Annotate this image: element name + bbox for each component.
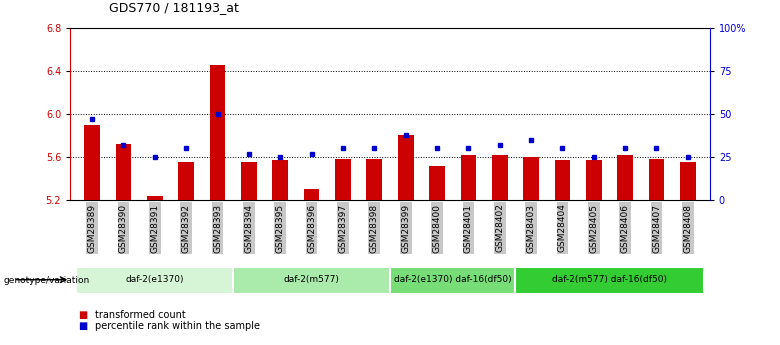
Text: GSM28393: GSM28393 [213, 204, 222, 253]
Text: GSM28405: GSM28405 [590, 204, 598, 253]
Bar [147, 196, 163, 200]
Text: GSM28390: GSM28390 [119, 204, 128, 253]
Bar [429, 166, 445, 200]
Bar [460, 155, 477, 200]
FancyBboxPatch shape [390, 267, 516, 294]
Bar [398, 136, 413, 200]
Text: GDS770 / 181193_at: GDS770 / 181193_at [109, 1, 239, 14]
Text: GSM28396: GSM28396 [307, 204, 316, 253]
Bar [586, 160, 601, 200]
Bar [179, 162, 194, 200]
Bar [210, 65, 225, 200]
Text: GSM28401: GSM28401 [464, 204, 473, 253]
Text: GSM28394: GSM28394 [244, 204, 254, 253]
Text: daf-2(e1370) daf-16(df50): daf-2(e1370) daf-16(df50) [394, 275, 512, 284]
Text: GSM28398: GSM28398 [370, 204, 379, 253]
Bar [649, 159, 665, 200]
Text: GSM28397: GSM28397 [339, 204, 347, 253]
Bar [115, 144, 131, 200]
Bar [84, 125, 100, 200]
Bar [555, 160, 570, 200]
Text: GSM28392: GSM28392 [182, 204, 190, 253]
Text: GSM28399: GSM28399 [401, 204, 410, 253]
Text: daf-2(e1370): daf-2(e1370) [126, 275, 184, 284]
FancyBboxPatch shape [233, 267, 390, 294]
Text: GSM28400: GSM28400 [433, 204, 441, 253]
Text: GSM28407: GSM28407 [652, 204, 661, 253]
Bar [367, 159, 382, 200]
Text: genotype/variation: genotype/variation [4, 276, 90, 285]
Bar [272, 160, 288, 200]
Text: GSM28391: GSM28391 [151, 204, 159, 253]
Text: daf-2(m577) daf-16(df50): daf-2(m577) daf-16(df50) [552, 275, 667, 284]
Bar [680, 162, 696, 200]
Text: transformed count: transformed count [95, 310, 186, 320]
Bar [617, 155, 633, 200]
Text: daf-2(m577): daf-2(m577) [284, 275, 339, 284]
Bar [241, 162, 257, 200]
Text: percentile rank within the sample: percentile rank within the sample [95, 321, 261, 331]
Text: GSM28404: GSM28404 [558, 204, 567, 253]
Text: GSM28402: GSM28402 [495, 204, 504, 253]
Text: ■: ■ [78, 321, 87, 331]
FancyBboxPatch shape [76, 267, 233, 294]
Bar [335, 159, 351, 200]
Text: GSM28408: GSM28408 [683, 204, 693, 253]
Bar [303, 189, 320, 200]
Text: GSM28406: GSM28406 [621, 204, 629, 253]
Text: GSM28395: GSM28395 [276, 204, 285, 253]
FancyBboxPatch shape [516, 267, 704, 294]
Text: ■: ■ [78, 310, 87, 320]
Text: GSM28389: GSM28389 [87, 204, 97, 253]
Bar [523, 157, 539, 200]
Text: GSM28403: GSM28403 [526, 204, 536, 253]
Bar [492, 155, 508, 200]
